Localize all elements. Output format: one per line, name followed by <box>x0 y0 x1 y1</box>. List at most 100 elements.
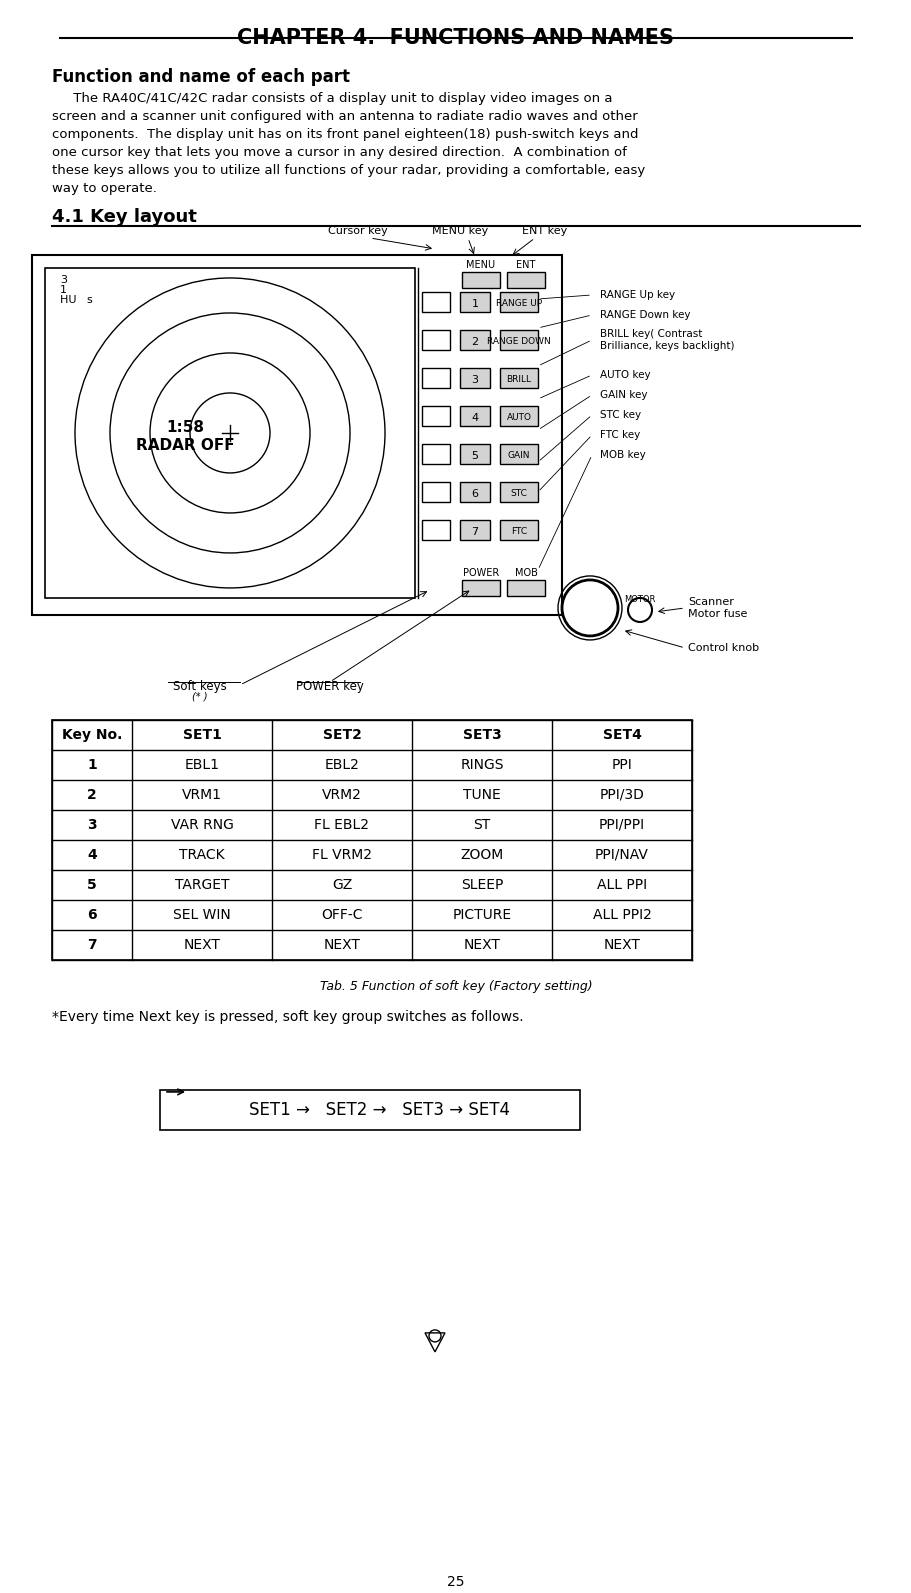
Text: FTC: FTC <box>510 527 527 535</box>
Bar <box>499 368 537 389</box>
Text: EBL1: EBL1 <box>184 758 220 773</box>
Bar <box>462 272 499 288</box>
Text: PICTURE: PICTURE <box>452 908 511 922</box>
Text: SLEEP: SLEEP <box>460 878 503 892</box>
Text: POWER: POWER <box>463 569 498 578</box>
Text: components.  The display unit has on its front panel eighteen(18) push-switch ke: components. The display unit has on its … <box>52 127 638 142</box>
Text: 4: 4 <box>87 847 97 862</box>
Text: RADAR OFF: RADAR OFF <box>136 438 234 452</box>
Bar <box>499 483 537 502</box>
Bar <box>459 330 489 350</box>
Text: The RA40C/41C/42C radar consists of a display unit to display video images on a: The RA40C/41C/42C radar consists of a di… <box>52 92 612 105</box>
Text: NEXT: NEXT <box>323 938 360 953</box>
Bar <box>499 292 537 312</box>
Text: PPI/3D: PPI/3D <box>599 789 644 801</box>
Text: MOB key: MOB key <box>599 449 645 460</box>
Text: MOB: MOB <box>514 569 537 578</box>
Text: PPI: PPI <box>611 758 631 773</box>
Text: SET2: SET2 <box>322 728 361 742</box>
Text: NEXT: NEXT <box>183 938 220 953</box>
FancyBboxPatch shape <box>32 255 561 615</box>
Text: RANGE DOWN: RANGE DOWN <box>486 338 550 346</box>
Text: AUTO: AUTO <box>506 413 531 422</box>
Text: ALL PPI2: ALL PPI2 <box>592 908 650 922</box>
Text: STC key: STC key <box>599 409 640 421</box>
Text: PPI/PPI: PPI/PPI <box>599 817 644 832</box>
Text: GAIN key: GAIN key <box>599 390 647 400</box>
Bar <box>459 444 489 464</box>
Text: SET1: SET1 <box>182 728 221 742</box>
Bar <box>507 272 545 288</box>
Text: 5: 5 <box>471 451 478 460</box>
Bar <box>499 330 537 350</box>
Text: ENT key: ENT key <box>522 226 567 236</box>
Text: SET1 →   SET2 →   SET3 → SET4: SET1 → SET2 → SET3 → SET4 <box>250 1101 510 1118</box>
Bar <box>462 580 499 596</box>
Text: ENT: ENT <box>516 260 535 269</box>
Text: TARGET: TARGET <box>175 878 229 892</box>
Text: 2: 2 <box>87 789 97 801</box>
Text: Scanner
Motor fuse: Scanner Motor fuse <box>687 597 746 618</box>
Bar <box>499 519 537 540</box>
Bar <box>459 368 489 389</box>
Text: TUNE: TUNE <box>463 789 500 801</box>
Bar <box>459 519 489 540</box>
Text: 1: 1 <box>60 285 67 295</box>
Bar <box>459 406 489 425</box>
Text: ALL PPI: ALL PPI <box>597 878 646 892</box>
Text: FL VRM2: FL VRM2 <box>312 847 372 862</box>
Text: 2: 2 <box>471 338 478 347</box>
Text: MENU: MENU <box>466 260 495 269</box>
Bar <box>459 292 489 312</box>
Bar <box>422 483 449 502</box>
Text: AUTO key: AUTO key <box>599 370 650 381</box>
Text: Control knob: Control knob <box>687 644 758 653</box>
Text: ST: ST <box>473 817 490 832</box>
Text: 3: 3 <box>60 276 67 285</box>
Text: MOTOR: MOTOR <box>624 594 655 604</box>
Text: Function and name of each part: Function and name of each part <box>52 68 350 86</box>
Text: way to operate.: way to operate. <box>52 182 157 194</box>
Polygon shape <box>425 1333 445 1352</box>
Text: STC: STC <box>510 489 527 499</box>
Text: SET3: SET3 <box>462 728 501 742</box>
Text: VAR RNG: VAR RNG <box>170 817 233 832</box>
Text: 6: 6 <box>87 908 97 922</box>
Bar <box>459 483 489 502</box>
Text: SEL WIN: SEL WIN <box>173 908 230 922</box>
Text: FL EBL2: FL EBL2 <box>314 817 369 832</box>
Text: FTC key: FTC key <box>599 430 640 440</box>
Text: ZOOM: ZOOM <box>460 847 503 862</box>
Text: 3: 3 <box>87 817 97 832</box>
Text: 25: 25 <box>446 1575 465 1588</box>
FancyBboxPatch shape <box>159 1090 579 1129</box>
FancyBboxPatch shape <box>45 268 415 597</box>
Bar <box>422 444 449 464</box>
Text: RANGE UP: RANGE UP <box>496 299 541 307</box>
Text: Key No.: Key No. <box>62 728 122 742</box>
Text: TRACK: TRACK <box>179 847 225 862</box>
Text: these keys allows you to utilize all functions of your radar, providing a comfor: these keys allows you to utilize all fun… <box>52 164 645 177</box>
Text: 6: 6 <box>471 489 478 499</box>
Text: GAIN: GAIN <box>507 451 529 460</box>
Text: 5: 5 <box>87 878 97 892</box>
Text: VRM2: VRM2 <box>322 789 362 801</box>
Bar <box>499 406 537 425</box>
Text: HU   s: HU s <box>60 295 93 304</box>
Text: 7: 7 <box>87 938 97 953</box>
Text: Tab. 5 Function of soft key (Factory setting): Tab. 5 Function of soft key (Factory set… <box>320 980 591 992</box>
Bar <box>422 519 449 540</box>
Text: MENU key: MENU key <box>432 226 487 236</box>
Bar <box>422 330 449 350</box>
Text: PPI/NAV: PPI/NAV <box>594 847 649 862</box>
Text: 4: 4 <box>471 413 478 424</box>
Text: 1: 1 <box>87 758 97 773</box>
Text: VRM1: VRM1 <box>182 789 221 801</box>
Text: POWER key: POWER key <box>296 680 363 693</box>
Text: BRILL: BRILL <box>506 374 531 384</box>
Text: (* ): (* ) <box>192 691 208 703</box>
Text: GZ: GZ <box>332 878 352 892</box>
Bar <box>422 292 449 312</box>
Text: BRILL key( Contrast
Brilliance, keys backlight): BRILL key( Contrast Brilliance, keys bac… <box>599 330 733 350</box>
Text: 7: 7 <box>471 527 478 537</box>
